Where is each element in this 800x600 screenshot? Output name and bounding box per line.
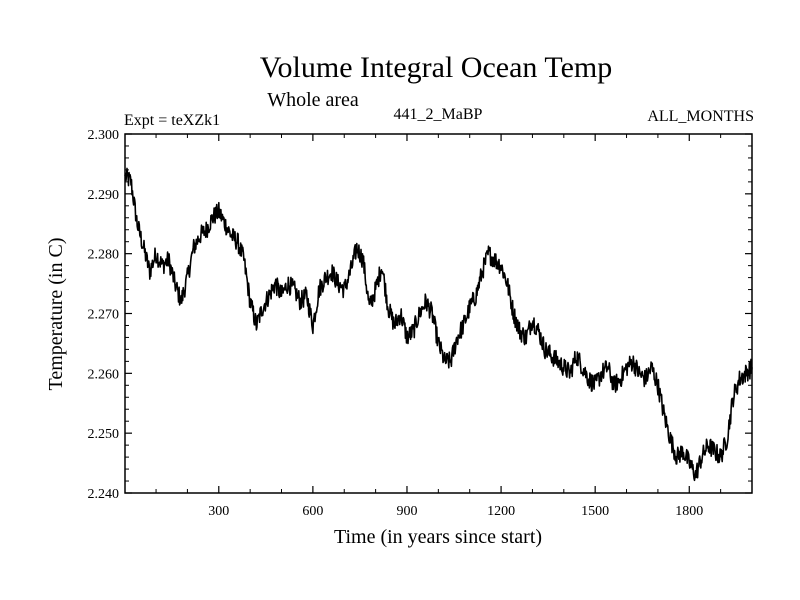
months-label: ALL_MONTHS xyxy=(647,108,754,125)
x-tick-label: 1500 xyxy=(581,504,609,519)
experiment-label: Expt = teXZk1 xyxy=(124,112,220,129)
y-tick-label: 2.270 xyxy=(88,308,120,323)
y-tick-label: 2.300 xyxy=(88,128,120,143)
chart-title: Volume Integral Ocean Temp xyxy=(260,51,613,84)
chart-subtitle: Whole area xyxy=(267,89,359,111)
plot-frame xyxy=(124,133,753,494)
x-axis-ticks: 300 600 900 1200 1500 1800 xyxy=(155,134,722,519)
x-tick-label: 300 xyxy=(208,504,229,519)
y-tick-label: 2.280 xyxy=(88,248,120,263)
x-tick-label: 600 xyxy=(302,504,323,519)
y-axis-label: Temperature (in C) xyxy=(45,238,67,391)
x-tick-label: 1200 xyxy=(487,504,515,519)
x-axis-label: Time (in years since start) xyxy=(334,526,542,548)
y-tick-label: 2.260 xyxy=(88,367,120,382)
x-tick-label: 1800 xyxy=(675,504,703,519)
y-axis-ticks: 2.240 2.250 2.260 2.270 2.280 2.290 2.300 xyxy=(88,128,752,502)
x-tick-label: 900 xyxy=(396,504,417,519)
run-label: 441_2_MaBP xyxy=(394,106,483,123)
y-tick-label: 2.290 xyxy=(88,188,120,203)
series-line xyxy=(124,167,753,482)
y-tick-label: 2.240 xyxy=(88,487,120,502)
y-tick-label: 2.250 xyxy=(88,427,120,442)
plot-area: 2.240 2.250 2.260 2.270 2.280 2.290 2.300 300 6… xyxy=(88,128,753,519)
